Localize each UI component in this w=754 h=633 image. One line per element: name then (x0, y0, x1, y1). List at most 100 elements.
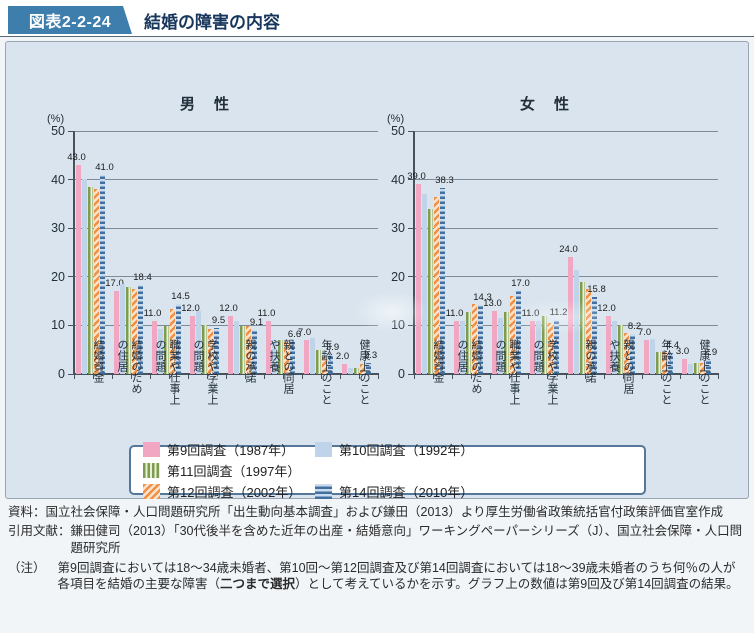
y-tick-mark (408, 276, 413, 278)
bar-s4-c3 (214, 327, 219, 374)
y-tick-label: 0 (58, 367, 65, 381)
bar-s4-c5 (630, 334, 635, 374)
gridline (414, 276, 718, 278)
x-tick-mark (264, 375, 265, 379)
legend-item: 第12回調査（2002年） (143, 481, 315, 502)
citation-text: 鎌田健司（2013）「30代後半を含めた近年の出産・結婚意向」ワーキングペーパー… (70, 524, 743, 555)
bar-s1-c1 (460, 320, 465, 374)
bar-s4-c7 (706, 359, 711, 374)
y-tick-mark (408, 130, 413, 132)
legend-swatch-p-s10 (315, 441, 332, 457)
x-category-label: 学校や学業上 の問題 (192, 339, 218, 405)
gridline (414, 179, 718, 181)
bar-value-label: 18.4 (133, 271, 152, 283)
bar-value-label: 2.3 (363, 349, 378, 361)
x-tick-mark (131, 375, 132, 379)
plot-area: 39.0 38.3 11.0 14.3 13.0 17.0 11.0 11.2 24.0 15.8… (407, 130, 719, 379)
bar-value-label: 3.9 (325, 342, 340, 354)
legend-item-label: 第11回調査（1997年） (167, 463, 301, 479)
bar-s4-c5 (290, 341, 295, 374)
chart-title: 男 性 (179, 96, 231, 113)
bar-s3-c3 (548, 323, 553, 374)
bar-value-label: 14.5 (171, 290, 190, 302)
legend-item: 第14回調査（2010年） (315, 481, 487, 502)
y-tick-label: 40 (391, 172, 405, 187)
x-category-label: 学校や学業上 の問題 (532, 339, 558, 405)
figure-title: 結婚の障害の内容 (144, 13, 280, 32)
legend-item-label: 第14回調査（2010年） (339, 484, 474, 500)
gridline (74, 227, 378, 229)
bar-s1-c5 (272, 339, 277, 374)
bar-s3-c7 (360, 364, 365, 374)
bar-value-label: 17.0 (511, 278, 530, 290)
bar-value-label: 41.0 (95, 161, 114, 173)
bar-s4-c6 (328, 355, 333, 374)
x-category-label: 健康上のこと (358, 339, 370, 405)
x-category-label: 健康上のこと (698, 339, 710, 405)
y-axis-unit-label: (%) (47, 113, 65, 125)
x-category-label: 結婚のため の住居 (116, 339, 142, 394)
gridline (414, 130, 718, 132)
legend: 第9回調査（1987年） 第10回調査（1992年） 第11回調査（1997年） 第1… (129, 441, 646, 500)
y-axis-line (413, 131, 415, 374)
bar-s1-c4 (234, 320, 239, 374)
bar-s0-c3 (530, 320, 535, 374)
bar-s1-c7 (688, 364, 693, 374)
bar-s0-c0 (416, 184, 421, 374)
x-category-label: 年齢上のこと (660, 339, 672, 405)
bar-s3-c0 (94, 189, 99, 374)
y-tick-label: 10 (391, 318, 405, 333)
x-tick-mark (528, 375, 529, 379)
bar-s0-c1 (454, 320, 459, 374)
x-tick-mark (245, 375, 246, 379)
note-text: 第9回調査においては18～34歳未婚者、第10回～第12回調査及び第14回調査に… (58, 560, 748, 593)
bar-s4-c0 (440, 187, 445, 374)
y-tick-label: 50 (391, 124, 405, 138)
bar-value-label: 11.0 (521, 307, 540, 319)
bar-value-label: 13.0 (483, 297, 502, 309)
bar-s3-c1 (132, 289, 137, 374)
bar-value-label: 11.0 (257, 307, 276, 319)
y-tick-mark (68, 130, 73, 132)
y-tick-mark (68, 276, 73, 278)
x-tick-mark (661, 375, 662, 379)
x-tick-mark (359, 375, 360, 379)
citation-label: 引用文献： (8, 524, 71, 539)
source-row: 資料： 国立社会保障・人口問題研究所「出生動向基本調査」および鎌田（2013）よ… (8, 504, 748, 520)
footer-notes: 資料： 国立社会保障・人口問題研究所「出生動向基本調査」および鎌田（2013）よ… (8, 504, 748, 595)
legend-item-label: 第10回調査（1992年） (339, 442, 474, 458)
x-category-label: 親の承諾 (244, 339, 256, 383)
x-category-label: 親との同居 や扶養 (608, 339, 634, 394)
y-tick-mark (408, 227, 413, 229)
legend-swatch-p-s14 (315, 483, 332, 499)
x-tick-mark (302, 375, 303, 379)
x-tick-mark (150, 375, 151, 379)
bar-s1-c0 (82, 178, 87, 374)
x-category-label: 年齢上のこと (320, 339, 332, 405)
citation-row: 引用文献： 鎌田健司（2013）「30代後半を含めた近年の出産・結婚意向」ワーキ… (8, 523, 748, 556)
bar-s2-c2 (504, 311, 509, 374)
bar-s0-c4 (228, 315, 233, 374)
bar-s2-c7 (354, 368, 359, 374)
note-label: （注） (8, 560, 46, 575)
x-tick-mark (74, 375, 75, 379)
bar-value-label: 43.0 (67, 152, 86, 164)
x-tick-mark (93, 375, 94, 379)
bar-s2-c5 (278, 339, 283, 374)
bar-s1-c2 (498, 318, 503, 374)
x-tick-mark (340, 375, 341, 379)
bar-s2-c6 (656, 352, 661, 374)
bar-s2-c3 (202, 325, 207, 374)
x-tick-mark (283, 375, 284, 379)
bar-value-label: 12.0 (597, 302, 616, 314)
bar-s0-c5 (606, 315, 611, 374)
x-tick-mark (604, 375, 605, 379)
x-category-label: 親の承諾 (584, 339, 596, 383)
bar-s1-c2 (158, 328, 163, 374)
x-tick-mark (699, 375, 700, 379)
x-tick-mark (718, 375, 719, 379)
legend-swatch-p-s9 (143, 441, 160, 457)
bar-s2-c1 (126, 286, 131, 374)
x-category-label: 職業や仕事上 の問題 (154, 339, 180, 405)
bar-value-label: 24.0 (559, 244, 578, 256)
